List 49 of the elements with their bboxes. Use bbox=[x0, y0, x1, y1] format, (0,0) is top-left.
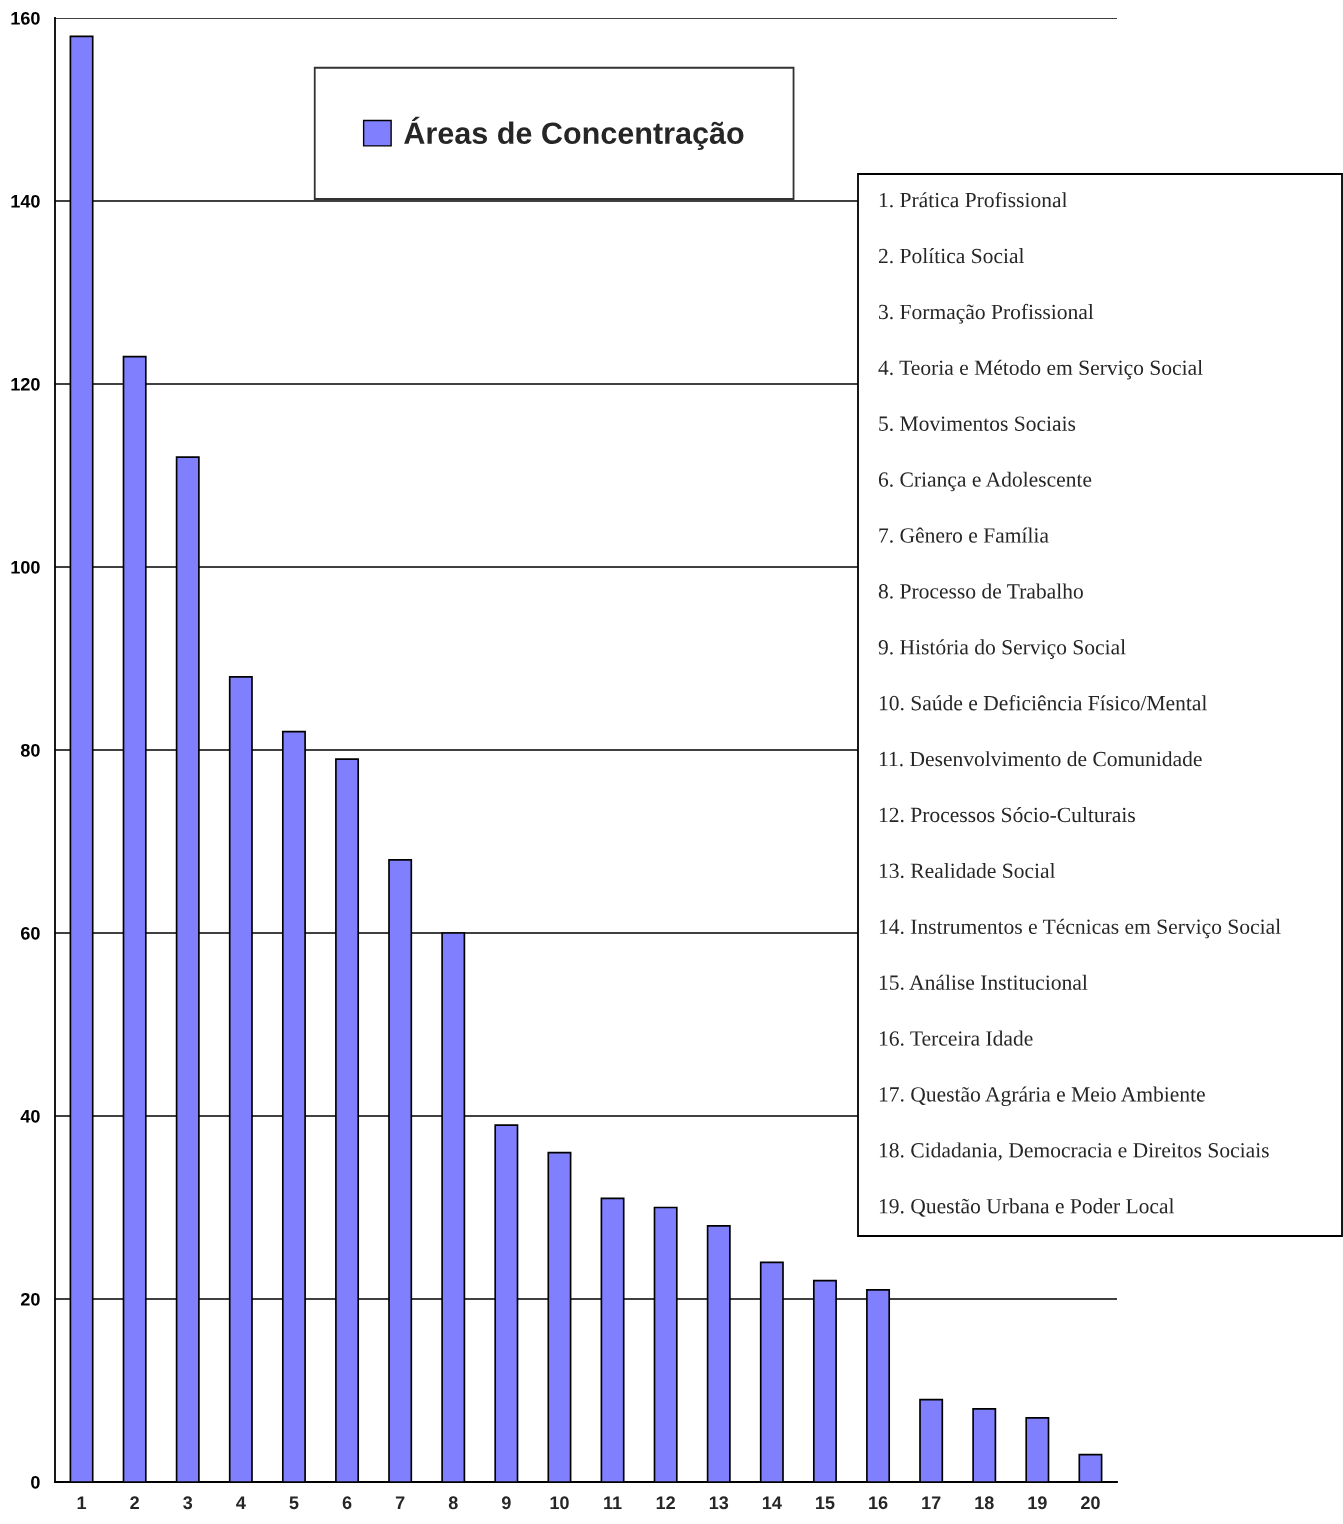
annotation: 2. Política Social bbox=[878, 248, 1025, 264]
x-tick-label: 11 bbox=[604, 1496, 622, 1509]
x-tick-label: 8 bbox=[448, 1496, 458, 1510]
x-tick-label: 9 bbox=[501, 1496, 511, 1510]
annotation: 10. Saúde e Deficiência Físico/Mental bbox=[879, 695, 1207, 711]
legend-label: Áreas de Concentração bbox=[404, 116, 744, 151]
y-tick-label: 80 bbox=[20, 743, 40, 757]
annotation: 14. Instrumentos e Técnicas em Serviço Social bbox=[879, 918, 1281, 939]
x-tick-label: 1 bbox=[77, 1496, 87, 1509]
annotation: 9. História do Serviço Social bbox=[878, 639, 1126, 659]
annotation: 3. Formação Profissional bbox=[879, 303, 1094, 324]
y-tick-label: 60 bbox=[21, 926, 40, 940]
annotation: 16. Terceira Idade bbox=[879, 1030, 1033, 1046]
annotation: 19. Questão Urbana e Poder Local bbox=[879, 1198, 1175, 1217]
y-tick-label: 120 bbox=[11, 377, 40, 391]
x-tick-label: 17 bbox=[922, 1496, 941, 1509]
annotation: 18. Cidadania, Democracia e Direitos Sociais bbox=[879, 1142, 1269, 1161]
annotation: 6. Criança e Adolescente bbox=[878, 471, 1092, 492]
annotation: 13. Realidade Social bbox=[879, 862, 1056, 879]
y-tick-label: 160 bbox=[11, 11, 40, 25]
x-tick-label: 19 bbox=[1028, 1496, 1047, 1510]
y-tick-label: 20 bbox=[20, 1292, 40, 1306]
y-tick-label: 140 bbox=[11, 194, 40, 208]
x-tick-label: 7 bbox=[395, 1496, 405, 1509]
x-tick-label: 3 bbox=[183, 1496, 193, 1510]
x-tick-label: 6 bbox=[342, 1496, 352, 1510]
annotation: 8. Processo de Trabalho bbox=[878, 583, 1083, 599]
x-tick-label: 14 bbox=[762, 1496, 782, 1509]
annotation: 4. Teoria e Método em Serviço Social bbox=[878, 359, 1203, 380]
annotation: 7. Gênero e Família bbox=[879, 527, 1049, 543]
x-tick-label: 5 bbox=[289, 1496, 299, 1510]
x-tick-label: 12 bbox=[656, 1496, 675, 1509]
x-tick-label: 2 bbox=[130, 1496, 139, 1509]
annotation: 1. Prática Profissional bbox=[879, 191, 1068, 208]
x-tick-label: 18 bbox=[975, 1496, 994, 1510]
x-tick-label: 15 bbox=[816, 1496, 835, 1510]
x-tick-label: 16 bbox=[869, 1496, 888, 1510]
annotation: 17. Questão Agrária e Meio Ambiente bbox=[879, 1086, 1205, 1107]
annotation: 12. Processos Sócio-Culturais bbox=[879, 807, 1135, 823]
x-tick-label: 4 bbox=[236, 1496, 246, 1509]
x-tick-label: 13 bbox=[709, 1496, 729, 1510]
annotation: 5. Movimentos Sociais bbox=[879, 416, 1076, 432]
y-tick-label: 0 bbox=[31, 1475, 40, 1489]
annotation: 15. Análise Institucional bbox=[879, 974, 1088, 990]
y-tick-label: 40 bbox=[20, 1109, 40, 1123]
x-tick-label: 20 bbox=[1081, 1496, 1100, 1510]
x-tick-label: 10 bbox=[550, 1496, 569, 1510]
annotation: 11. Desenvolvimento de Comunidade bbox=[879, 751, 1202, 767]
y-tick-label: 100 bbox=[11, 560, 40, 574]
